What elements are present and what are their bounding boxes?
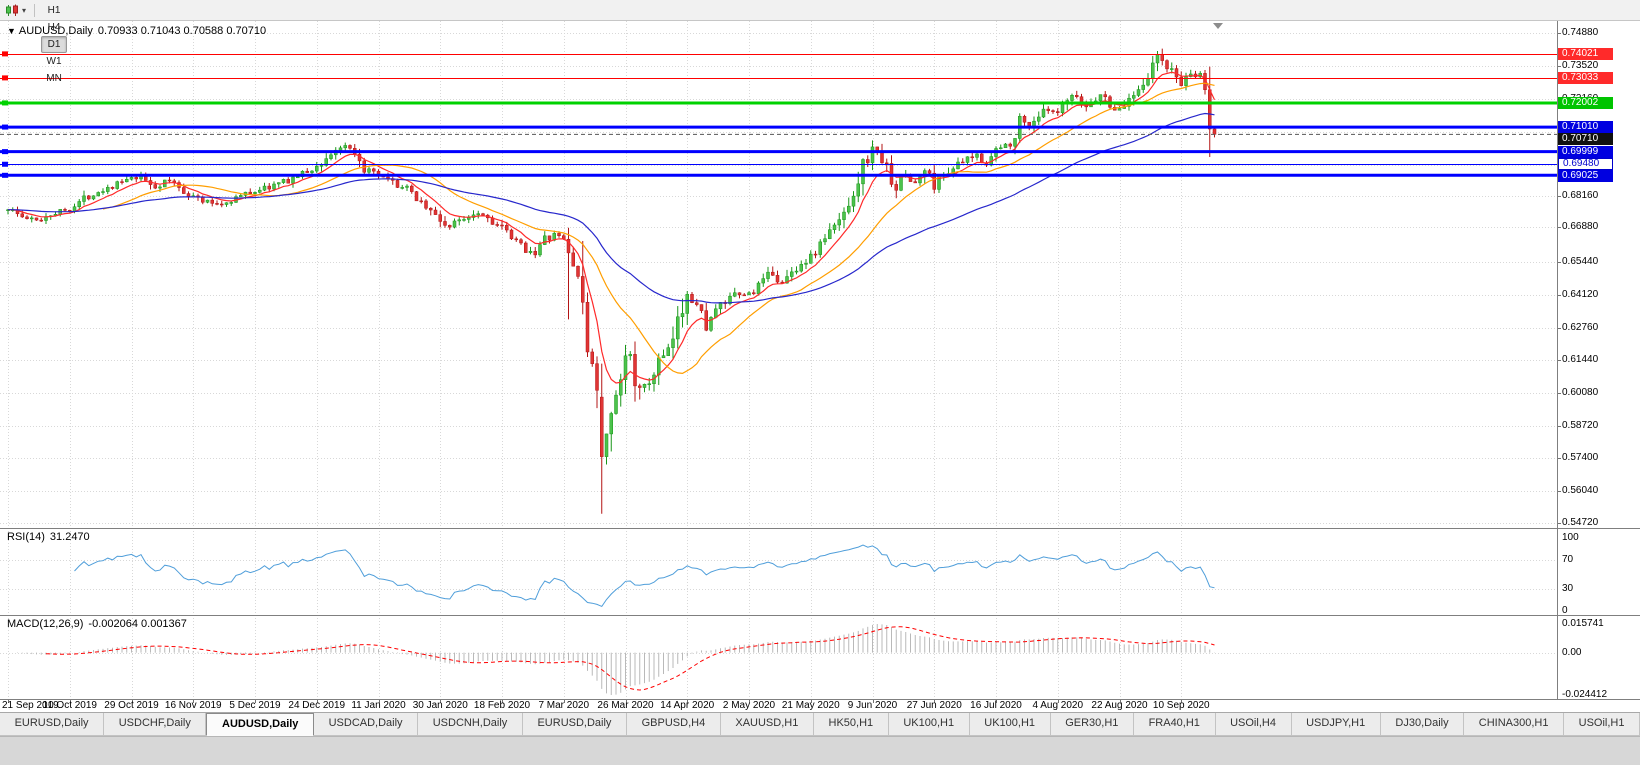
price-axis-tick: 0.66880 <box>1562 221 1599 233</box>
price-axis-tick: 0.73520 <box>1562 60 1599 72</box>
moving-averages <box>8 71 1216 384</box>
date-axis-tick: 11 Jan 2020 <box>351 700 406 711</box>
grid <box>0 21 1557 699</box>
date-axis-tick: 4 Aug 2020 <box>1032 700 1084 711</box>
date-axis-tick: 29 Oct 2019 <box>104 700 159 711</box>
rsi-value: 31.2470 <box>49 531 90 543</box>
price-axis-tick: 0.68160 <box>1562 190 1599 202</box>
chart-canvas[interactable] <box>0 0 1640 712</box>
timeframe-button-d1[interactable]: D1 <box>41 35 68 53</box>
chart-type-icon[interactable] <box>5 4 20 17</box>
macd-axis-tick-top: 0.015741 <box>1562 618 1604 629</box>
macd-name: MACD(12,26,9) <box>7 618 84 630</box>
date-axis-tick: 16 Nov 2019 <box>164 700 222 711</box>
level-price-tag[interactable]: 0.69480 <box>1558 158 1613 171</box>
rsi-axis-tick: 30 <box>1562 583 1574 595</box>
chart-tab-bar: EURUSD,Daily USDCHF,Daily AUDUSD,Daily USDC… <box>0 712 1640 736</box>
timeframe-button-h1[interactable]: H1 <box>47 4 61 16</box>
timeframe-button-mn[interactable]: MN <box>46 72 62 84</box>
rsi-axis-tick: 70 <box>1562 553 1574 565</box>
date-axis-tick: 16 Jul 2020 <box>970 700 1022 711</box>
price-axis-tick: 0.60080 <box>1562 386 1599 398</box>
axis-frame <box>0 21 1640 703</box>
date-axis-tick: 2 May 2020 <box>722 700 776 711</box>
price-axis-tick: 0.65440 <box>1562 256 1599 268</box>
rsi-axis-tick: 100 <box>1562 532 1579 543</box>
chart-shift-marker[interactable] <box>1213 23 1223 29</box>
price-axis-tick: 0.54720 <box>1562 517 1599 528</box>
chart-tab-usdchf-daily[interactable]: USDCHF,Daily <box>104 713 207 736</box>
date-axis-tick: 9 Jun 2020 <box>847 700 898 711</box>
date-axis-tick: 30 Jan 2020 <box>412 700 468 711</box>
level-price-tag[interactable]: 0.69025 <box>1558 170 1613 183</box>
chart-tab-uk100-h1[interactable]: UK100,H1 <box>969 713 1051 736</box>
date-axis-tick: 22 Aug 2020 <box>1091 700 1148 711</box>
rsi-indicator-label: RSI(14) 31.2470 <box>7 531 90 543</box>
macd-axis-tick-zero: 0.00 <box>1562 646 1582 658</box>
rsi-axis-tick: 0 <box>1562 605 1568 616</box>
chart-tab-usdcnh-daily[interactable]: USDCNH,Daily <box>418 713 523 736</box>
chart-title: ▼ AUDUSD,Daily 0.70933 0.71043 0.70588 0.7… <box>7 25 266 37</box>
date-axis-tick: 10 Sep 2020 <box>1152 700 1210 711</box>
date-axis-tick: 18 Feb 2020 <box>473 700 531 711</box>
price-axis-tick: 0.61440 <box>1562 353 1599 365</box>
chart-tab-usdcad-daily[interactable]: USDCAD,Daily <box>314 713 419 736</box>
price-axis-tick: 0.64120 <box>1562 288 1599 300</box>
level-lines <box>0 51 1557 178</box>
date-axis-tick: 27 Jun 2020 <box>906 700 962 711</box>
chart-tab-china300-h1[interactable]: CHINA300,H1 <box>1464 713 1565 736</box>
chart-type-dropdown-icon[interactable]: ▾ <box>22 5 27 15</box>
level-price-tag[interactable]: 0.74021 <box>1558 47 1613 60</box>
macd-values: -0.002064 0.001367 <box>88 618 187 630</box>
chart-tab-eurusd-daily[interactable]: EURUSD,Daily <box>0 713 105 736</box>
price-axis-tick: 0.57400 <box>1562 451 1599 463</box>
chart-tab-eurusd-daily[interactable]: EURUSD,Daily <box>522 713 628 736</box>
level-price-tag[interactable]: 0.72002 <box>1558 96 1613 109</box>
chart-symbol-period: AUDUSD,Daily <box>18 25 93 37</box>
macd-indicator-label: MACD(12,26,9) -0.002064 0.001367 <box>7 618 187 630</box>
chart-tab-ger30-h1[interactable]: GER30,H1 <box>1050 713 1134 736</box>
rsi-name: RSI(14) <box>7 531 45 543</box>
timeframe-button-h4[interactable]: H4 <box>47 21 61 33</box>
date-axis-tick: 24 Dec 2019 <box>288 700 346 711</box>
chart-tab-gbpusd-h4[interactable]: GBPUSD,H4 <box>627 713 721 736</box>
level-price-tag[interactable]: 0.71010 <box>1558 121 1613 134</box>
macd-plot <box>12 624 1215 695</box>
chart-tab-usoil-h1[interactable]: USOil,H1 <box>1564 713 1640 736</box>
timeframe-buttons: M1M5M15M30H1H4D1W1MN <box>40 0 68 87</box>
chart-menu-icon[interactable]: ▼ <box>7 26 16 36</box>
price-axis-tick: 0.62760 <box>1562 321 1599 333</box>
chart-tab-xauusd-h1[interactable]: XAUUSD,H1 <box>720 713 814 736</box>
level-price-tag[interactable]: 0.69999 <box>1558 145 1613 158</box>
toolbar-separator <box>34 3 36 17</box>
current-price-tag[interactable]: 0.70710 <box>1558 133 1613 146</box>
chart-tab-fra40-h1[interactable]: FRA40,H1 <box>1133 713 1216 736</box>
date-axis-tick: 26 Mar 2020 <box>597 700 654 711</box>
chart-tab-usdjpy-h1[interactable]: USDJPY,H1 <box>1291 713 1381 736</box>
price-axis-tick: 0.58720 <box>1562 419 1599 431</box>
chart-ohlc-values: 0.70933 0.71043 0.70588 0.70710 <box>97 25 267 37</box>
toolbar: ▾ M1M5M15M30H1H4D1W1MN <box>0 0 1640 84</box>
candles <box>6 48 1217 514</box>
date-axis-tick: 21 May 2020 <box>781 700 840 711</box>
price-axis-tick: 0.74880 <box>1562 27 1599 38</box>
axis-labels-layer: 0.748800.735200.721600.708000.694400.681… <box>2 27 1613 711</box>
date-axis-tick: 14 Apr 2020 <box>660 700 715 711</box>
chart-tab-audusd-daily[interactable]: AUDUSD,Daily <box>206 713 315 736</box>
date-axis-tick: 10 Oct 2019 <box>42 700 97 711</box>
rsi-plot <box>74 544 1215 608</box>
date-axis-tick: 5 Dec 2019 <box>229 700 281 711</box>
timeframe-button-w1[interactable]: W1 <box>46 55 62 67</box>
date-axis-tick: 21 Sep 2019 <box>2 700 59 711</box>
chart-tab-dj30-daily[interactable]: DJ30,Daily <box>1380 713 1465 736</box>
level-price-tag[interactable]: 0.73033 <box>1558 71 1613 84</box>
chart-tab-usoil-h4[interactable]: USOil,H4 <box>1215 713 1292 736</box>
status-bar <box>0 736 1640 765</box>
date-axis-tick: 7 Mar 2020 <box>538 700 590 711</box>
chart-tab-hk50-h1[interactable]: HK50,H1 <box>813 713 889 736</box>
price-axis-tick: 0.56040 <box>1562 484 1599 496</box>
chart-tab-uk100-h1[interactable]: UK100,H1 <box>888 713 970 736</box>
macd-axis-tick-bottom: -0.024412 <box>1562 689 1608 700</box>
